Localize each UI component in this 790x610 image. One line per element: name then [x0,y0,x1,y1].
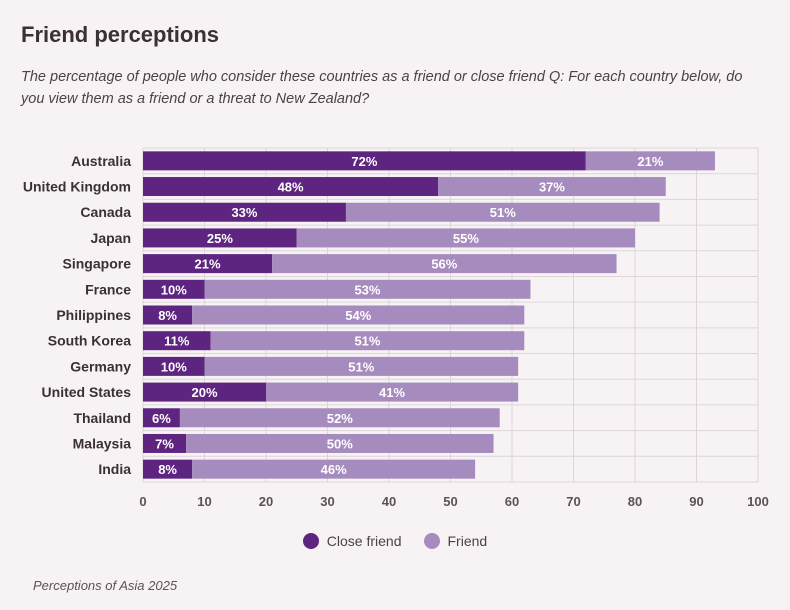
data-label: 56% [431,257,457,272]
data-label: 10% [161,282,187,297]
data-label: 51% [490,205,516,220]
bar-friend [438,177,666,197]
legend-label-friend: Friend [447,533,488,549]
bar-friend [204,279,531,299]
bar-close-friend [143,433,187,453]
source-note: Perceptions of Asia 2025 [33,578,178,593]
x-tick-label: 60 [505,494,519,509]
data-label: 20% [191,385,217,400]
x-tick-label: 30 [320,494,334,509]
legend-item-friend[interactable]: Friend [423,533,488,549]
bar-friend [296,228,635,248]
legend-swatch-friend [423,533,440,549]
bar-friend [266,382,519,402]
category-label: Philippines [56,307,131,323]
bar-close-friend [143,459,193,479]
bar-close-friend [143,177,439,197]
data-label: 50% [327,436,353,451]
data-label: 48% [278,180,304,195]
data-label: 37% [539,180,565,195]
x-tick-label: 50 [443,494,457,509]
bar-friend [345,202,660,222]
bar-friend [585,151,715,171]
x-tick-label: 70 [566,494,580,509]
legend-label-close-friend: Close friend [326,533,402,549]
data-label: 7% [155,436,174,451]
bar-friend [192,459,476,479]
data-label: 33% [231,205,257,220]
bar-close-friend [143,382,266,402]
bar-close-friend [143,228,297,248]
legend-item-close-friend[interactable]: Close friend [302,533,402,549]
chart-legend: Close friend Friend [0,533,790,549]
bar-close-friend [143,356,205,376]
bar-close-friend [143,408,180,428]
bar-friend [186,433,494,453]
data-label: 54% [345,308,371,323]
bar-close-friend [143,254,273,274]
bar-friend [179,408,500,428]
x-tick-label: 20 [259,494,273,509]
data-label: 25% [207,231,233,246]
x-tick-label: 100 [747,494,769,509]
category-label: Australia [71,153,131,169]
category-label: United Kingdom [23,179,131,195]
bar-friend [192,305,525,325]
bar-close-friend [143,305,193,325]
bar-close-friend [143,331,211,351]
data-label: 41% [379,385,405,400]
stacked-bar-chart: 0 10 20 30 40 50 60 70 80 90 100 Australia 72% 21% Uni… [23,147,769,509]
category-label: Singapore [63,256,132,272]
x-tick-label: 0 [139,494,146,509]
category-label: Germany [70,358,131,374]
category-label: India [98,461,131,477]
category-label: South Korea [48,333,131,349]
category-label: Malaysia [73,435,132,451]
bar-close-friend [143,202,346,222]
data-label: 72% [351,154,377,169]
category-label: United States [42,384,132,400]
x-tick-label: 90 [689,494,703,509]
data-label: 11% [164,334,190,349]
data-label: 53% [354,282,380,297]
bar-close-friend [143,151,586,171]
bar-friend [204,356,519,376]
bar-friend [272,254,617,274]
data-label: 51% [354,334,380,349]
data-label: 55% [453,231,479,246]
category-label: France [85,281,131,297]
chart-subtitle: The percentage of people who consider th… [21,69,743,107]
category-label: Thailand [73,410,131,426]
chart-title: Friend perceptions [21,22,220,47]
data-label: 21% [637,154,663,169]
data-label: 21% [195,257,221,272]
data-label: 8% [158,462,177,477]
bar-friend [210,331,525,351]
legend-swatch-close-friend [302,533,319,549]
data-label: 51% [348,359,374,374]
data-label: 10% [161,359,187,374]
x-tick-label: 10 [197,494,211,509]
data-label: 8% [158,308,177,323]
bar-close-friend [143,279,205,299]
x-tick-label: 40 [382,494,396,509]
data-label: 52% [327,411,353,426]
data-label: 46% [321,462,347,477]
x-tick-label: 80 [628,494,642,509]
category-label: Canada [80,204,131,220]
category-label: Japan [91,230,131,246]
data-label: 6% [152,411,171,426]
